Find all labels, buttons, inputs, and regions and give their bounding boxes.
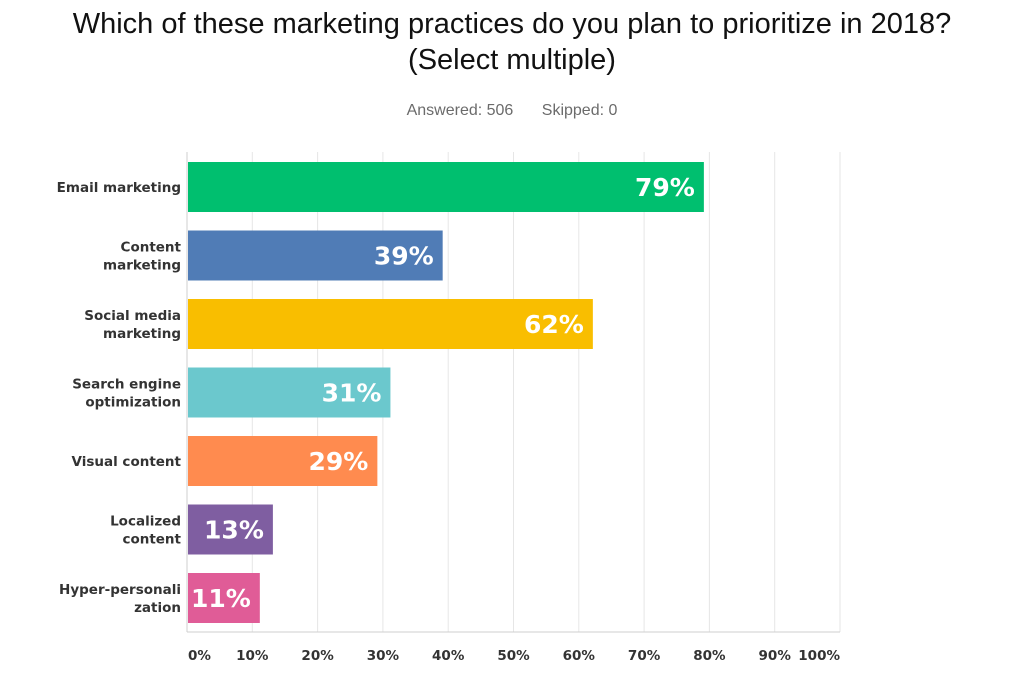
x-tick-label: 100% — [798, 648, 840, 664]
category-label-line: Email marketing — [57, 180, 181, 196]
category-label-line: Localized — [110, 514, 181, 530]
category-label-line: optimization — [85, 395, 181, 411]
category-label-line: Search engine — [72, 377, 181, 393]
category-label-line: marketing — [103, 258, 181, 274]
bar-value-label: 29% — [309, 447, 369, 476]
x-tick-label: 50% — [497, 648, 530, 664]
bar-value-label: 39% — [374, 242, 434, 271]
response-summary: Answered: 506 Skipped: 0 — [0, 102, 1024, 120]
bar — [188, 504, 273, 555]
bar-value-label: 11% — [191, 584, 251, 613]
x-tick-label: 10% — [236, 648, 269, 664]
category-label: Hyper-personali zation — [59, 582, 181, 616]
x-tick-label: 80% — [693, 648, 726, 664]
bar — [188, 299, 593, 349]
category-label-line: zation — [134, 600, 181, 616]
category-label-line: Visual content — [72, 454, 182, 470]
bar-value-label: 13% — [204, 516, 264, 545]
category-label-line: Hyper-personali — [59, 582, 181, 598]
x-tick-label: 70% — [628, 648, 661, 664]
category-label: Content marketing — [103, 240, 182, 274]
answered-count: Answered: 506 — [406, 102, 514, 119]
bar — [188, 230, 443, 281]
x-tick-label: 90% — [759, 648, 792, 664]
category-label-line: Social media — [84, 308, 181, 324]
bar — [188, 573, 260, 623]
category-label: Social media marketing — [84, 308, 181, 342]
bar-value-label: 62% — [524, 310, 584, 339]
bar-value-label: 79% — [635, 173, 695, 202]
bar — [188, 367, 391, 418]
x-tick-label: 30% — [367, 648, 400, 664]
category-label: Email marketing — [57, 180, 181, 196]
x-tick-label: 60% — [563, 648, 596, 664]
category-label: Visual content — [72, 454, 182, 470]
x-tick-label: 20% — [301, 648, 334, 664]
chart-title-line-1: Which of these marketing practices do yo… — [72, 8, 952, 40]
category-label-line: Content — [121, 240, 182, 256]
category-label: Search engine optimization — [72, 377, 181, 411]
bar — [188, 436, 378, 486]
chart-title-line-2: (Select multiple) — [408, 44, 616, 76]
category-label-line: marketing — [103, 326, 181, 342]
skipped-count: Skipped: 0 — [541, 102, 618, 119]
x-tick-label: 40% — [432, 648, 465, 664]
category-label-line: content — [122, 532, 181, 548]
x-tick-label: 0% — [188, 648, 211, 664]
bar — [188, 162, 704, 212]
bar-value-label: 31% — [322, 379, 382, 408]
category-label: Localized content — [110, 514, 181, 548]
chart-title: Which of these marketing practices do yo… — [0, 6, 1024, 78]
